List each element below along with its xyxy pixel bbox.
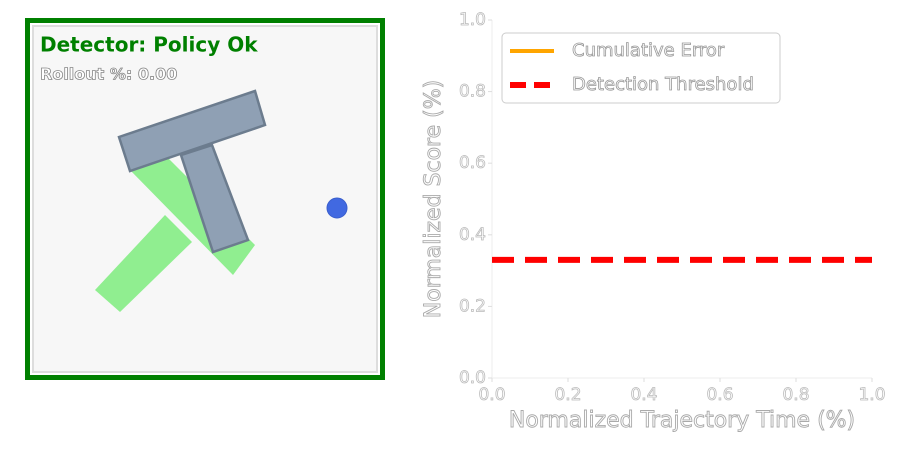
x-tick-label: 0.2 bbox=[554, 385, 581, 405]
y-tick-label: 0.0 bbox=[459, 368, 486, 388]
y-tick-label: 0.4 bbox=[459, 225, 486, 245]
x-tick-label: 0.4 bbox=[630, 385, 657, 405]
y-tick-label: 0.8 bbox=[459, 82, 486, 102]
y-tick-label: 0.6 bbox=[459, 153, 486, 173]
y-tick-label: 0.2 bbox=[459, 296, 486, 316]
legend-label: Cumulative Error bbox=[572, 40, 725, 61]
y-tick-label: 1.0 bbox=[459, 10, 486, 30]
detector-status: Detector: Policy Ok bbox=[40, 33, 258, 57]
x-tick-label: 0.6 bbox=[706, 385, 733, 405]
t-block-stem bbox=[179, 143, 250, 254]
y-axis-label: Normalized Score (%) bbox=[421, 80, 446, 318]
x-tick-label: 0.8 bbox=[782, 385, 809, 405]
x-axis-label: Normalized Trajectory Time (%) bbox=[509, 408, 855, 433]
legend-label: Detection Threshold bbox=[572, 74, 754, 95]
agent bbox=[326, 197, 348, 219]
target-t-stem bbox=[95, 215, 192, 312]
legend-box bbox=[501, 32, 781, 104]
rollout-text: Rollout %: 0.00 bbox=[40, 65, 177, 84]
x-tick-label: 1.0 bbox=[858, 385, 885, 405]
t-block-bar bbox=[117, 89, 267, 173]
x-tick-label: 0.0 bbox=[478, 385, 505, 405]
